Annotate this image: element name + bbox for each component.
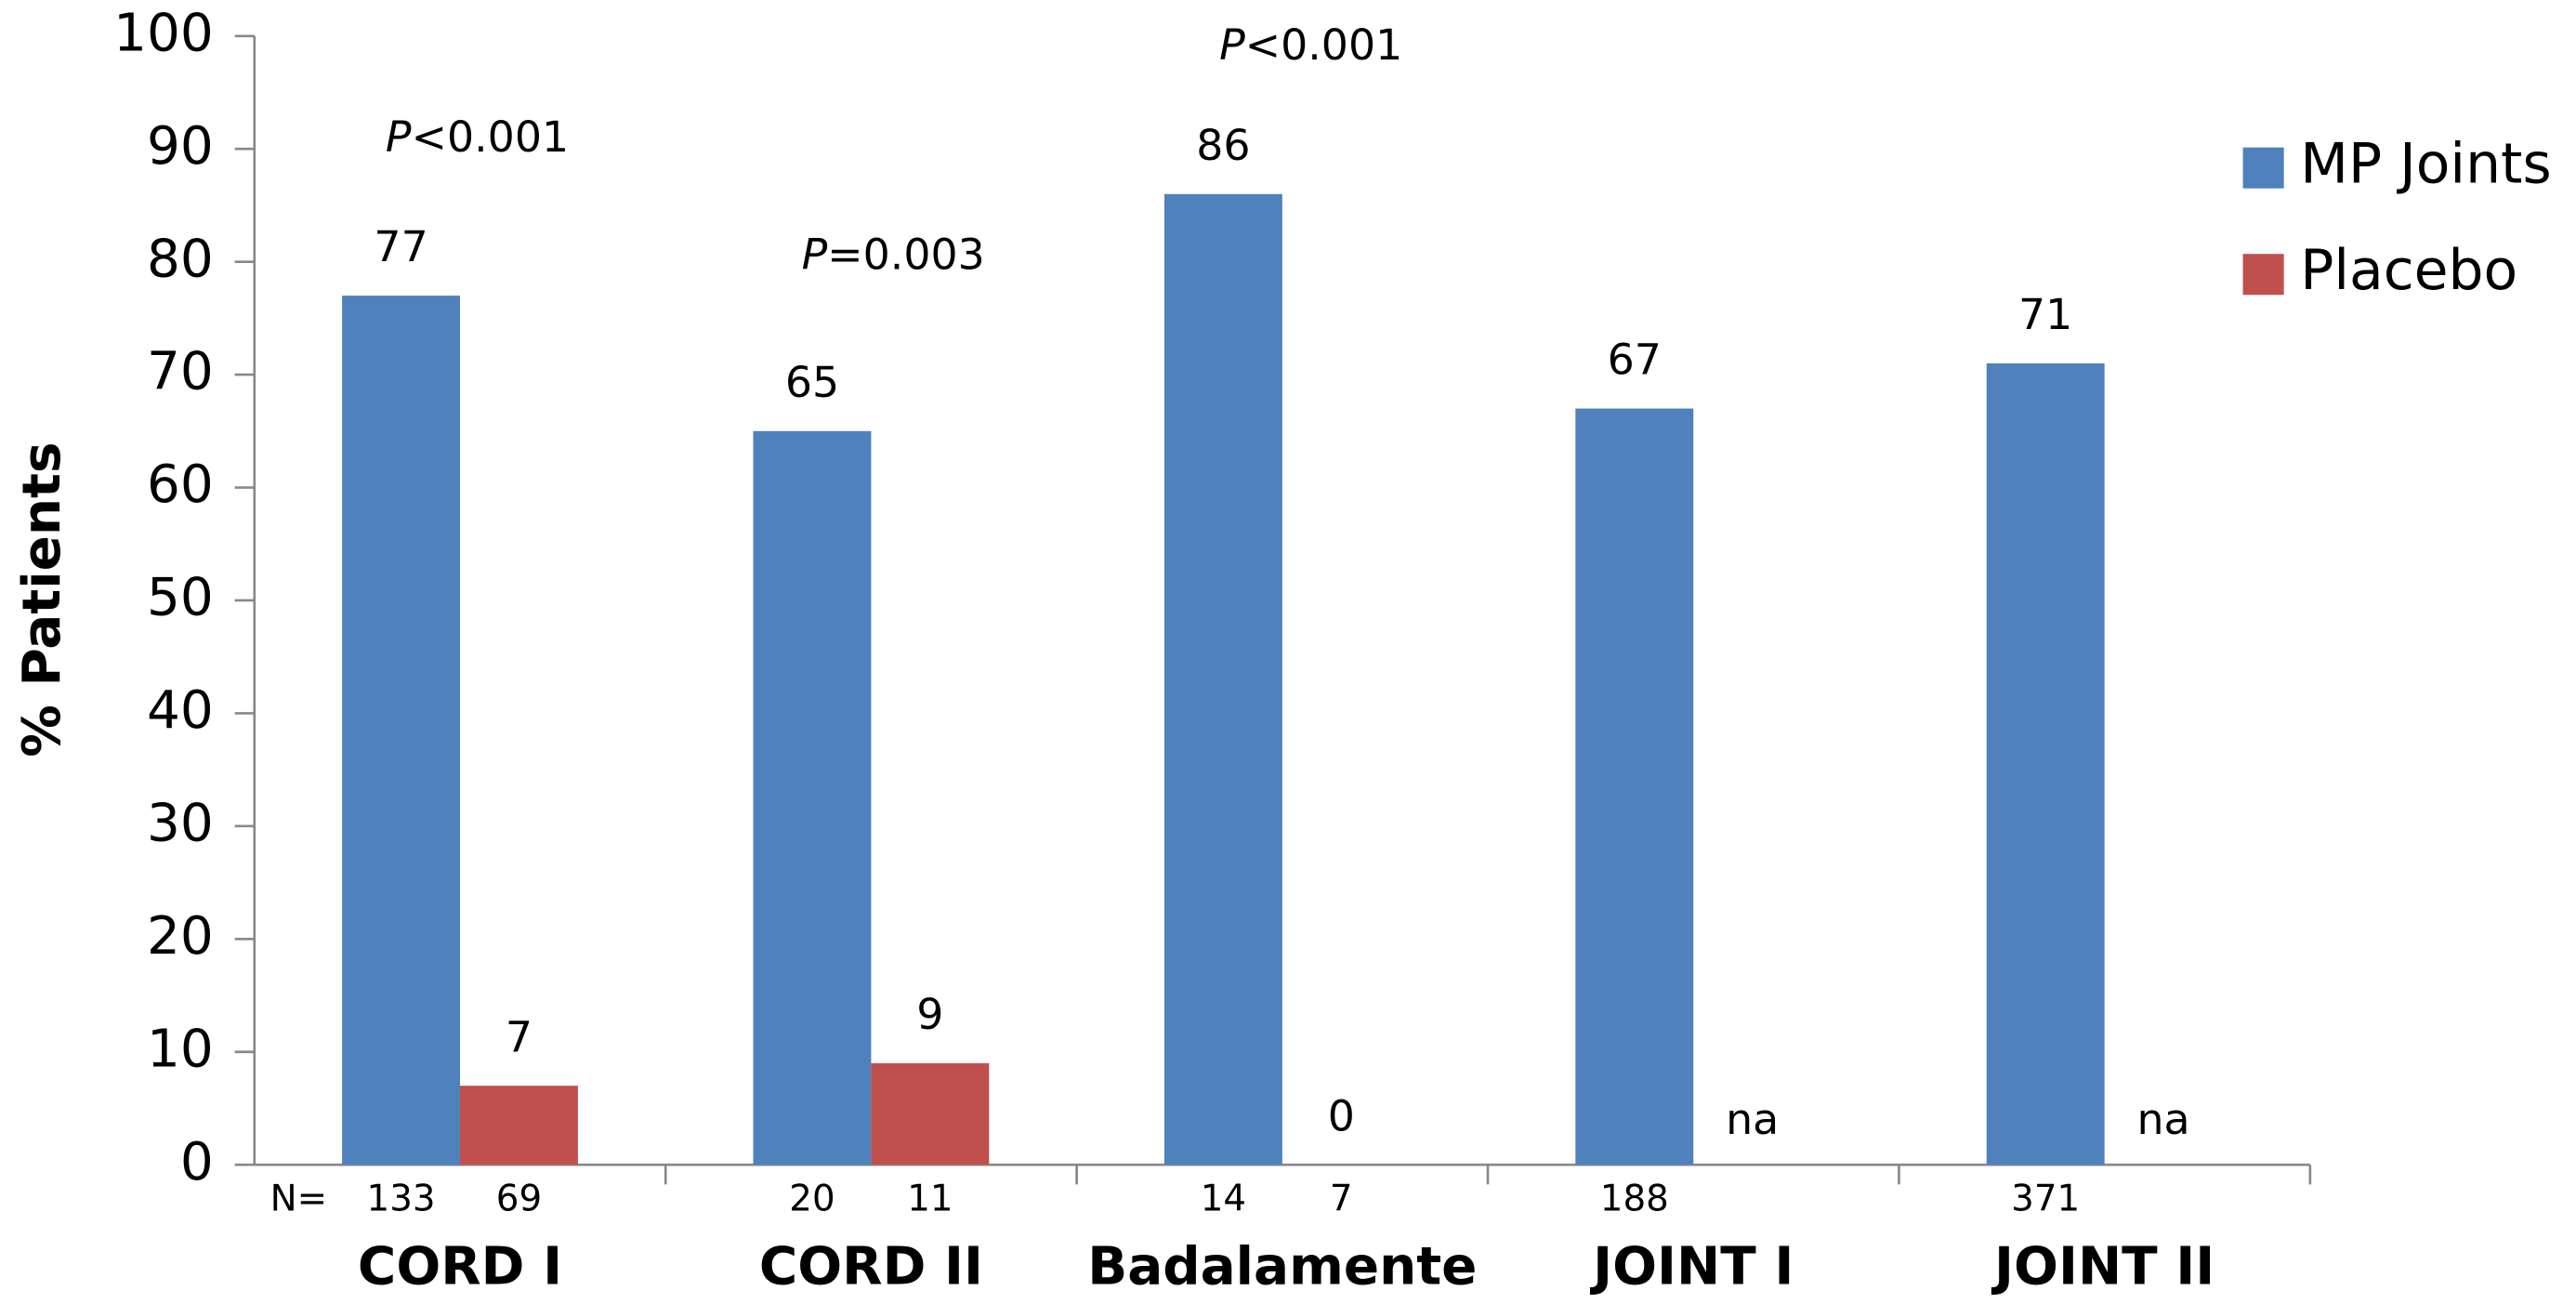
value-label: 71 [2018, 289, 2072, 339]
n-label: N= [270, 1178, 327, 1219]
bar [871, 1062, 990, 1166]
value-label: 7 [506, 1011, 532, 1061]
p-symbol: P [1219, 20, 1245, 70]
x-tick-label: CORD I [358, 1237, 562, 1297]
p-text: <0.001 [1245, 20, 1403, 70]
p-text: =0.003 [827, 229, 985, 279]
value-label: 67 [1608, 335, 1662, 385]
legend-label: Placebo [2300, 238, 2517, 303]
legend-swatch [2242, 254, 2284, 296]
legend-label: MP Joints [2300, 131, 2552, 196]
x-tick-label: CORD II [759, 1237, 983, 1297]
bar [1163, 193, 1282, 1166]
value-label: 0 [1328, 1090, 1355, 1140]
bar [1986, 362, 2105, 1166]
y-tick-label: 70 [147, 342, 214, 402]
p-value: P<0.001 [1219, 20, 1402, 70]
legend-swatch [2242, 147, 2284, 189]
value-label: 77 [374, 221, 427, 271]
bar [342, 296, 461, 1166]
p-symbol: P [802, 229, 828, 279]
n-count: 133 [367, 1178, 436, 1219]
value-label: 86 [1196, 120, 1250, 170]
p-text: <0.001 [412, 111, 570, 161]
n-count: 7 [1330, 1178, 1353, 1219]
y-tick-label: 0 [180, 1132, 214, 1192]
value-label: 9 [916, 989, 943, 1039]
y-tick-label: 10 [147, 1019, 214, 1079]
y-axis-title: % Patients [12, 441, 72, 757]
y-tick-label: 90 [147, 116, 214, 177]
x-tick-label: Badalamente [1087, 1237, 1477, 1297]
n-count: 14 [1201, 1178, 1246, 1219]
n-count: 69 [496, 1178, 542, 1219]
value-label: 65 [785, 357, 839, 407]
bar [753, 430, 872, 1166]
value-label: na [2137, 1094, 2190, 1144]
p-value: P<0.001 [386, 111, 569, 161]
n-count: 188 [1600, 1178, 1669, 1219]
value-label: na [1726, 1094, 1779, 1144]
n-count: 11 [907, 1178, 953, 1219]
y-tick-label: 40 [147, 680, 214, 741]
y-tick-label: 60 [147, 454, 214, 515]
y-tick-label: 80 [147, 229, 214, 289]
p-value: P=0.003 [802, 229, 985, 279]
n-count: 371 [2011, 1178, 2080, 1219]
bar [460, 1086, 578, 1166]
p-symbol: P [386, 111, 412, 161]
y-tick-label: 100 [113, 3, 214, 63]
n-count: 20 [789, 1178, 835, 1219]
x-tick-label: JOINT II [1991, 1237, 2215, 1297]
y-tick-label: 20 [147, 906, 214, 967]
y-tick-label: 30 [147, 793, 214, 853]
bar [1575, 408, 1694, 1166]
y-tick-label: 50 [147, 568, 214, 628]
x-tick-label: JOINT I [1589, 1237, 1794, 1297]
